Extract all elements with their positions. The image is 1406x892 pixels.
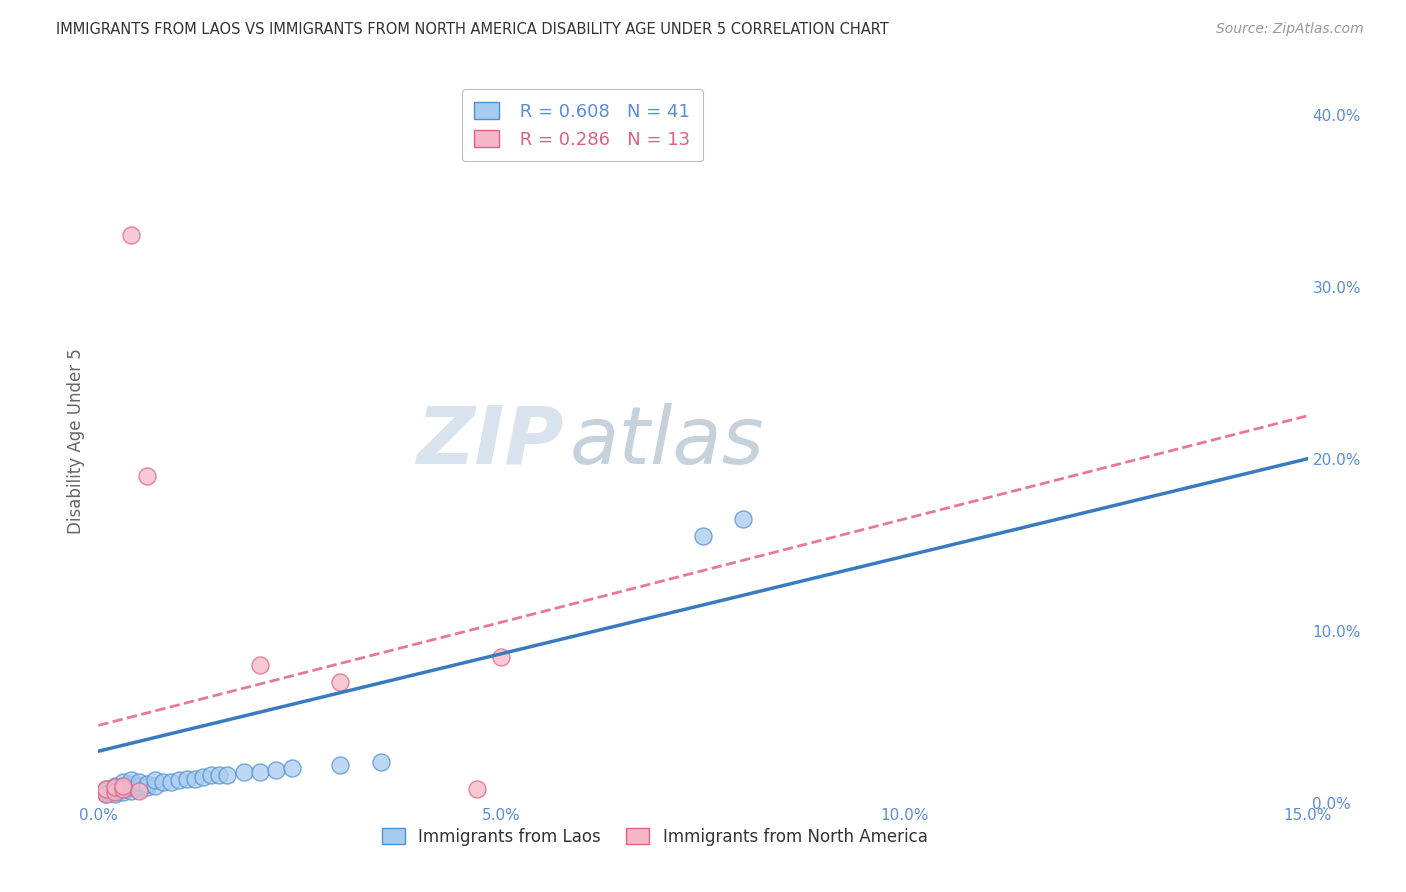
Point	[329, 758, 352, 772]
Point	[143, 773, 166, 788]
Point	[96, 787, 118, 801]
Point	[96, 785, 118, 799]
Point	[143, 779, 166, 793]
Point	[232, 764, 254, 779]
Point	[135, 780, 157, 795]
Point	[733, 512, 755, 526]
Point	[160, 775, 183, 789]
Y-axis label: Disability Age Under 5: Disability Age Under 5	[66, 349, 84, 534]
Point	[491, 649, 513, 664]
Point	[111, 782, 134, 797]
Point	[281, 761, 304, 775]
Point	[96, 782, 118, 797]
Point	[692, 529, 714, 543]
Point	[111, 775, 134, 789]
Point	[135, 469, 157, 483]
Point	[103, 784, 125, 798]
Point	[208, 768, 231, 782]
Point	[120, 780, 142, 795]
Point	[96, 782, 118, 797]
Point	[103, 782, 125, 797]
Point	[128, 775, 150, 789]
Text: IMMIGRANTS FROM LAOS VS IMMIGRANTS FROM NORTH AMERICA DISABILITY AGE UNDER 5 COR: IMMIGRANTS FROM LAOS VS IMMIGRANTS FROM …	[56, 22, 889, 37]
Point	[96, 787, 118, 801]
Text: ZIP: ZIP	[416, 402, 564, 481]
Point	[111, 782, 134, 797]
Text: atlas: atlas	[569, 402, 765, 481]
Point	[249, 658, 271, 673]
Point	[120, 773, 142, 788]
Point	[103, 785, 125, 799]
Point	[249, 764, 271, 779]
Legend: Immigrants from Laos, Immigrants from North America: Immigrants from Laos, Immigrants from No…	[375, 821, 934, 852]
Point	[167, 773, 190, 788]
Point	[120, 777, 142, 791]
Point	[370, 755, 392, 769]
Point	[264, 763, 287, 777]
Point	[152, 775, 174, 789]
Point	[96, 784, 118, 798]
Text: Source: ZipAtlas.com: Source: ZipAtlas.com	[1216, 22, 1364, 37]
Point	[135, 777, 157, 791]
Point	[111, 785, 134, 799]
Point	[111, 779, 134, 793]
Point	[128, 782, 150, 797]
Point	[200, 768, 222, 782]
Point	[103, 779, 125, 793]
Point	[184, 772, 207, 786]
Point	[120, 784, 142, 798]
Point	[176, 772, 198, 786]
Point	[103, 787, 125, 801]
Point	[103, 780, 125, 795]
Point	[465, 782, 488, 797]
Point	[329, 675, 352, 690]
Point	[120, 228, 142, 243]
Point	[193, 770, 215, 784]
Point	[103, 780, 125, 795]
Point	[128, 784, 150, 798]
Point	[111, 779, 134, 793]
Point	[128, 779, 150, 793]
Point	[217, 768, 239, 782]
